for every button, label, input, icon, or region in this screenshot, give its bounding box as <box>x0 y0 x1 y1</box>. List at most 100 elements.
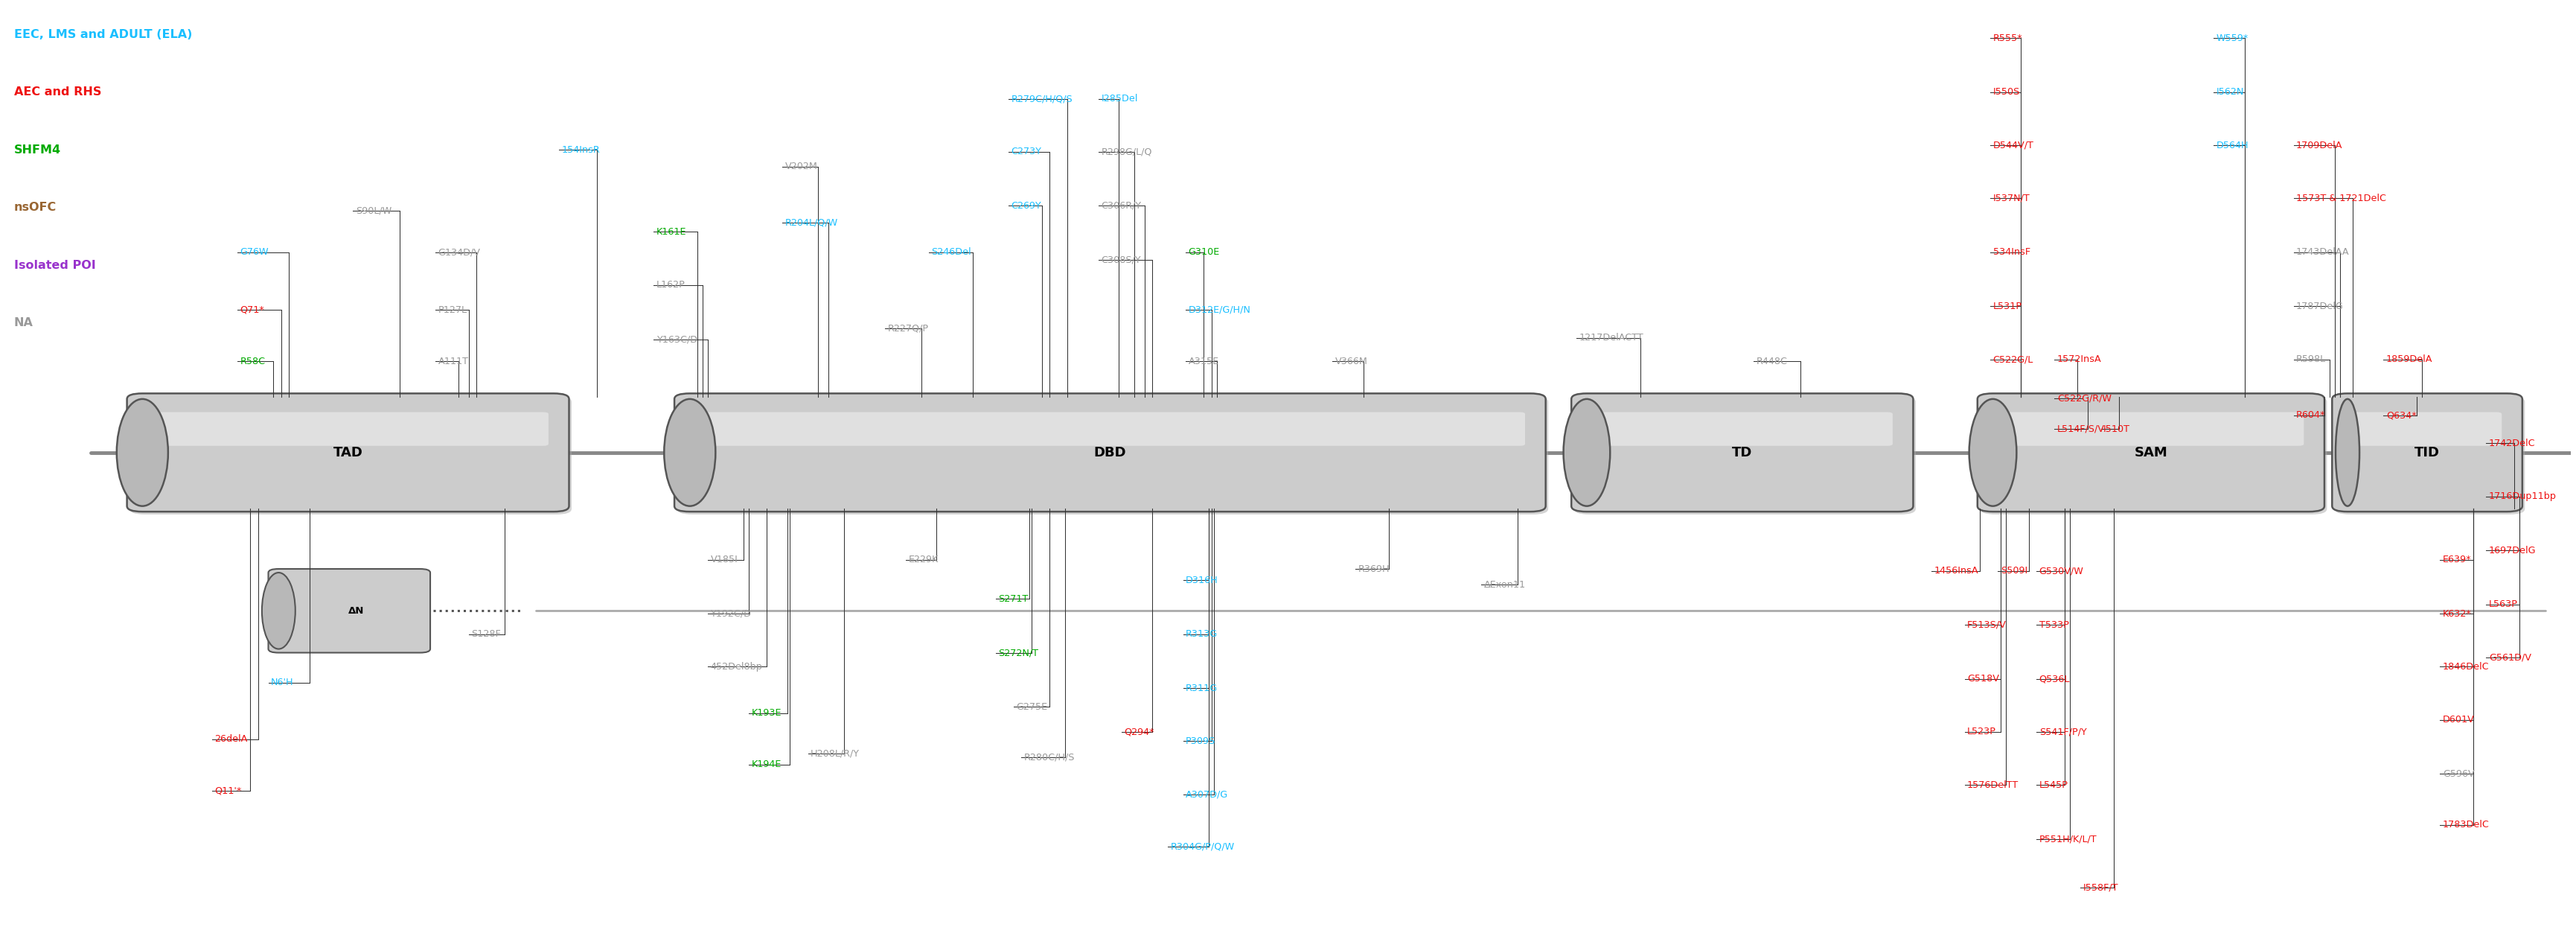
Text: G275E: G275E <box>1015 702 1048 712</box>
Text: S128F: S128F <box>471 629 500 639</box>
Text: S90L/W: S90L/W <box>355 205 392 216</box>
Text: 452Del8bp: 452Del8bp <box>711 661 762 672</box>
Text: C306R/Y: C306R/Y <box>1100 201 1141 211</box>
Text: 1573T & 1721DelC: 1573T & 1721DelC <box>2295 193 2385 203</box>
Text: L162P: L162P <box>657 280 685 290</box>
Text: C308S/Y: C308S/Y <box>1100 255 1141 265</box>
Text: 1576DelTT: 1576DelTT <box>1968 780 2020 789</box>
Text: Y163C/D: Y163C/D <box>657 335 698 344</box>
FancyBboxPatch shape <box>2352 412 2501 446</box>
FancyBboxPatch shape <box>677 397 1548 514</box>
Text: R227Q/P: R227Q/P <box>889 324 930 334</box>
Ellipse shape <box>2336 399 2360 506</box>
Text: G596V: G596V <box>2442 769 2476 778</box>
Text: SAM: SAM <box>2136 446 2166 459</box>
Text: 1709DelA: 1709DelA <box>2295 141 2342 150</box>
Text: G561D/V: G561D/V <box>2488 652 2532 662</box>
Text: G76W: G76W <box>240 247 268 258</box>
Text: R58C: R58C <box>240 356 265 366</box>
Text: 1716Dup11bp: 1716Dup11bp <box>2488 492 2555 501</box>
Text: E229K: E229K <box>909 555 938 564</box>
Text: K193E: K193E <box>752 708 781 718</box>
Text: R311G: R311G <box>1185 683 1218 693</box>
Ellipse shape <box>263 573 296 649</box>
Text: C522G/L: C522G/L <box>1994 355 2032 364</box>
Text: EEC, LMS and ADULT (ELA): EEC, LMS and ADULT (ELA) <box>13 29 193 40</box>
Text: D601V: D601V <box>2442 715 2476 725</box>
Text: R279C/H/Q/S: R279C/H/Q/S <box>1010 94 1072 104</box>
Text: E639*: E639* <box>2442 555 2470 564</box>
Text: S246Del: S246Del <box>933 247 971 258</box>
Text: Isolated POI: Isolated POI <box>13 259 95 271</box>
Text: C269Y: C269Y <box>1010 201 1041 211</box>
FancyBboxPatch shape <box>1574 397 1917 514</box>
Text: V366M: V366M <box>1334 356 1368 366</box>
Text: P551H/K/L/T: P551H/K/L/T <box>2040 834 2097 843</box>
FancyBboxPatch shape <box>1999 412 2303 446</box>
FancyBboxPatch shape <box>1592 412 1893 446</box>
Text: R298G/L/Q: R298G/L/Q <box>1100 147 1151 157</box>
Text: I562N: I562N <box>2215 88 2244 97</box>
Text: 1742DelC: 1742DelC <box>2488 439 2535 448</box>
Text: 1859DelA: 1859DelA <box>2385 355 2432 364</box>
Text: K632*: K632* <box>2442 608 2470 619</box>
FancyBboxPatch shape <box>1978 394 2324 511</box>
Text: K194E: K194E <box>752 759 781 769</box>
Text: S271T: S271T <box>999 593 1028 604</box>
Text: 1743DelAA: 1743DelAA <box>2295 247 2349 258</box>
Text: P127L: P127L <box>438 305 466 315</box>
Text: 534InsF: 534InsF <box>1994 247 2030 258</box>
Text: 1572InsA: 1572InsA <box>2058 355 2102 364</box>
Text: V185I: V185I <box>711 555 737 564</box>
FancyBboxPatch shape <box>1571 394 1914 511</box>
FancyBboxPatch shape <box>126 394 569 511</box>
Text: T533P: T533P <box>2040 620 2069 630</box>
Text: C273Y: C273Y <box>1010 147 1041 157</box>
Text: 26delA: 26delA <box>214 734 247 745</box>
Text: Q634*: Q634* <box>2385 411 2416 420</box>
Text: NA: NA <box>13 317 33 328</box>
Text: TAD: TAD <box>332 446 363 459</box>
Ellipse shape <box>116 399 167 506</box>
Text: R369H: R369H <box>1358 564 1391 574</box>
Text: G134D/V: G134D/V <box>438 247 479 258</box>
Text: R555*: R555* <box>1994 34 2022 43</box>
Text: AEC and RHS: AEC and RHS <box>13 87 100 98</box>
Text: I510T: I510T <box>2105 425 2130 434</box>
Text: Q11'*: Q11'* <box>214 786 242 795</box>
Text: G518V: G518V <box>1968 674 1999 684</box>
FancyBboxPatch shape <box>696 412 1525 446</box>
Text: L514F/S/V: L514F/S/V <box>2058 425 2105 434</box>
Text: K161E: K161E <box>657 227 688 237</box>
Text: L523P: L523P <box>1968 727 1996 737</box>
Text: V202M: V202M <box>786 162 817 172</box>
FancyBboxPatch shape <box>2334 397 2524 514</box>
Text: A315E: A315E <box>1188 356 1218 366</box>
Text: I558F/T: I558F/T <box>2084 883 2117 892</box>
Text: 1787DelG: 1787DelG <box>2295 301 2344 312</box>
Text: W559*: W559* <box>2215 34 2249 43</box>
Text: I550S: I550S <box>1994 88 2020 97</box>
Text: R204L/Q/W: R204L/Q/W <box>786 217 837 228</box>
Text: nsOFC: nsOFC <box>13 202 57 214</box>
Text: D544V/T: D544V/T <box>1994 141 2032 150</box>
Text: F513S/V: F513S/V <box>1968 620 2007 630</box>
Text: I285Del: I285Del <box>1100 94 1139 104</box>
Text: R304G/P/Q/W: R304G/P/Q/W <box>1170 842 1234 851</box>
Text: ΔN: ΔN <box>348 606 363 616</box>
Text: TD: TD <box>1731 446 1752 459</box>
Text: Q294*: Q294* <box>1123 727 1154 737</box>
Ellipse shape <box>665 399 716 506</box>
Text: L531P: L531P <box>1994 301 2022 312</box>
Text: 1846DelC: 1846DelC <box>2442 661 2488 672</box>
Text: 1217DelACTT: 1217DelACTT <box>1579 333 1643 342</box>
Text: D564H: D564H <box>2215 141 2249 150</box>
Text: R313G: R313G <box>1185 629 1218 639</box>
FancyBboxPatch shape <box>675 394 1546 511</box>
Text: S541F/P/Y: S541F/P/Y <box>2040 727 2087 737</box>
Text: SHFM4: SHFM4 <box>13 145 62 156</box>
Text: L545P: L545P <box>2040 780 2069 789</box>
Text: R598L: R598L <box>2295 355 2326 364</box>
Text: L563P: L563P <box>2488 599 2517 609</box>
FancyBboxPatch shape <box>268 569 430 653</box>
